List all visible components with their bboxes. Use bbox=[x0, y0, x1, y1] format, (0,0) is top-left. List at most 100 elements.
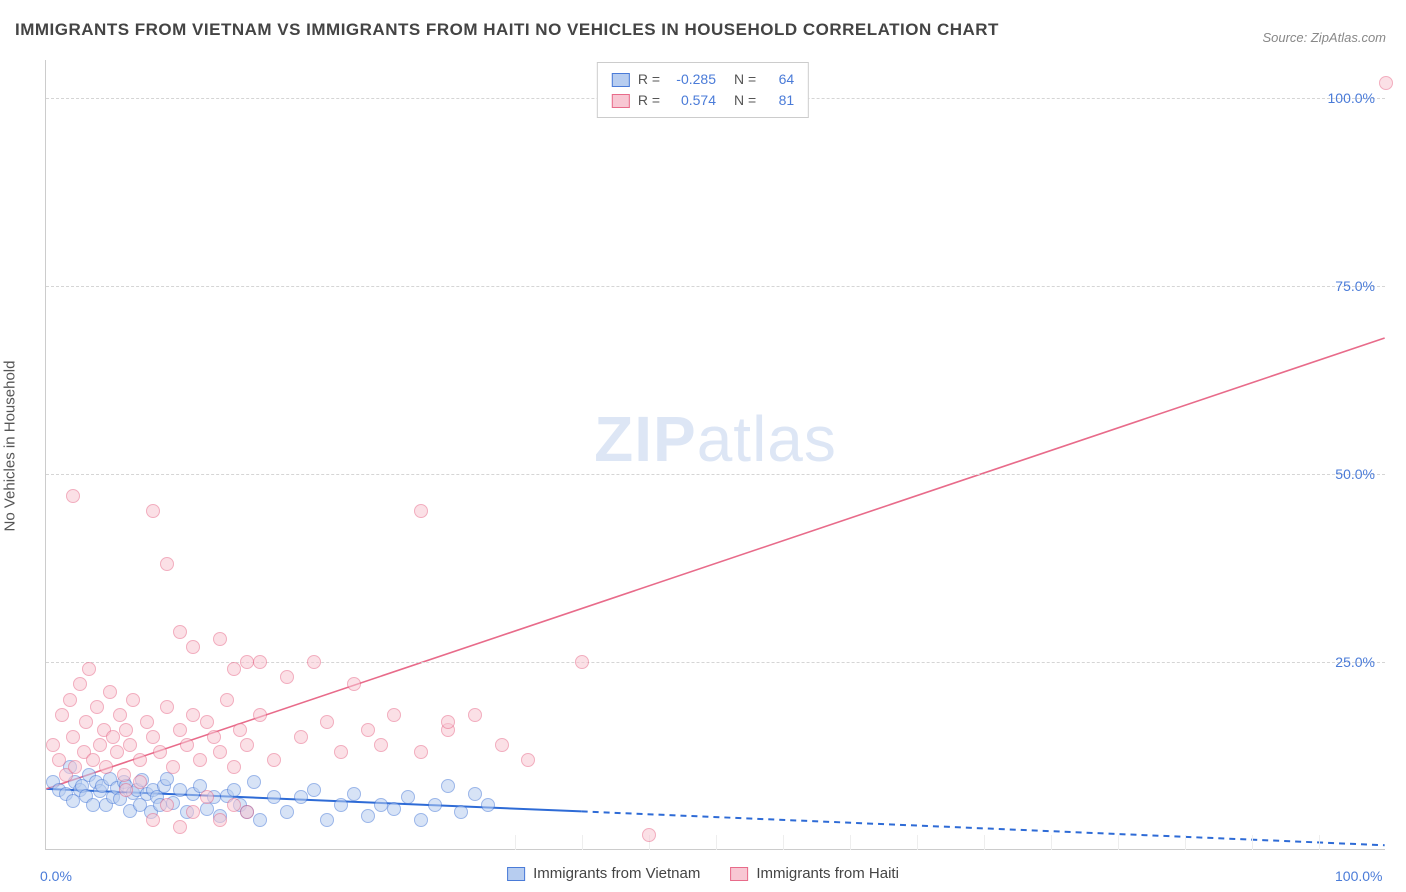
data-point bbox=[160, 700, 174, 714]
r-label: R = bbox=[638, 90, 660, 111]
n-label: N = bbox=[734, 69, 756, 90]
legend-label: Immigrants from Haiti bbox=[756, 865, 899, 882]
legend-item: Immigrants from Vietnam bbox=[507, 865, 700, 882]
data-point bbox=[93, 738, 107, 752]
watermark-light: atlas bbox=[697, 403, 837, 475]
data-point bbox=[146, 504, 160, 518]
data-point bbox=[387, 802, 401, 816]
data-point bbox=[240, 738, 254, 752]
data-point bbox=[347, 787, 361, 801]
data-point bbox=[52, 753, 66, 767]
data-point bbox=[99, 760, 113, 774]
data-point bbox=[186, 640, 200, 654]
data-point bbox=[140, 715, 154, 729]
data-point bbox=[113, 708, 127, 722]
data-point bbox=[186, 708, 200, 722]
series-legend: Immigrants from Vietnam Immigrants from H… bbox=[507, 865, 899, 882]
data-point bbox=[166, 760, 180, 774]
data-point bbox=[66, 730, 80, 744]
data-point bbox=[468, 787, 482, 801]
watermark: ZIPatlas bbox=[594, 402, 837, 476]
trend-line bbox=[46, 338, 1384, 789]
data-point bbox=[334, 745, 348, 759]
data-point bbox=[220, 693, 234, 707]
legend-swatch bbox=[730, 867, 748, 881]
data-point bbox=[294, 730, 308, 744]
data-point bbox=[642, 828, 656, 842]
legend-swatch bbox=[612, 73, 630, 87]
data-point bbox=[82, 662, 96, 676]
legend-swatch bbox=[612, 94, 630, 108]
data-point bbox=[86, 798, 100, 812]
y-tick-label: 75.0% bbox=[1335, 278, 1375, 294]
n-value: 81 bbox=[764, 90, 794, 111]
data-point bbox=[575, 655, 589, 669]
legend-swatch bbox=[507, 867, 525, 881]
data-point bbox=[441, 715, 455, 729]
data-point bbox=[280, 670, 294, 684]
gridline-h bbox=[46, 286, 1385, 287]
chart-title: IMMIGRANTS FROM VIETNAM VS IMMIGRANTS FR… bbox=[15, 20, 999, 40]
data-point bbox=[414, 745, 428, 759]
correlation-legend: R =-0.285N =64R = 0.574 N = 81 bbox=[597, 62, 809, 118]
data-point bbox=[267, 753, 281, 767]
source-attribution: Source: ZipAtlas.com bbox=[1262, 30, 1386, 45]
data-point bbox=[73, 677, 87, 691]
data-point bbox=[133, 775, 147, 789]
legend-row: R =-0.285N =64 bbox=[612, 69, 794, 90]
gridline-v bbox=[984, 835, 985, 850]
data-point bbox=[253, 708, 267, 722]
data-point bbox=[414, 813, 428, 827]
watermark-bold: ZIP bbox=[594, 403, 697, 475]
y-tick-label: 25.0% bbox=[1335, 654, 1375, 670]
data-point bbox=[160, 557, 174, 571]
data-point bbox=[240, 655, 254, 669]
data-point bbox=[253, 813, 267, 827]
data-point bbox=[240, 805, 254, 819]
data-point bbox=[481, 798, 495, 812]
data-point bbox=[213, 745, 227, 759]
data-point bbox=[86, 753, 100, 767]
data-point bbox=[173, 625, 187, 639]
data-point bbox=[146, 730, 160, 744]
gridline-v bbox=[917, 835, 918, 850]
data-point bbox=[55, 708, 69, 722]
data-point bbox=[387, 708, 401, 722]
gridline-v bbox=[850, 835, 851, 850]
data-point bbox=[173, 783, 187, 797]
data-point bbox=[233, 723, 247, 737]
data-point bbox=[153, 745, 167, 759]
data-point bbox=[280, 805, 294, 819]
data-point bbox=[160, 798, 174, 812]
data-point bbox=[227, 760, 241, 774]
data-point bbox=[119, 783, 133, 797]
data-point bbox=[414, 504, 428, 518]
data-point bbox=[66, 489, 80, 503]
data-point bbox=[320, 715, 334, 729]
gridline-v bbox=[1185, 835, 1186, 850]
data-point bbox=[213, 813, 227, 827]
data-point bbox=[454, 805, 468, 819]
data-point bbox=[307, 783, 321, 797]
data-point bbox=[119, 723, 133, 737]
r-value: 0.574 bbox=[668, 90, 716, 111]
data-point bbox=[227, 662, 241, 676]
data-point bbox=[441, 779, 455, 793]
data-point bbox=[227, 783, 241, 797]
y-tick-label: 50.0% bbox=[1335, 466, 1375, 482]
data-point bbox=[193, 753, 207, 767]
data-point bbox=[227, 798, 241, 812]
data-point bbox=[110, 745, 124, 759]
gridline-v bbox=[1051, 835, 1052, 850]
data-point bbox=[247, 775, 261, 789]
data-point bbox=[347, 677, 361, 691]
data-point bbox=[200, 790, 214, 804]
data-point bbox=[63, 693, 77, 707]
data-point bbox=[146, 813, 160, 827]
data-point bbox=[126, 693, 140, 707]
gridline-v bbox=[582, 835, 583, 850]
data-point bbox=[123, 738, 137, 752]
legend-row: R =0.574N =81 bbox=[612, 90, 794, 111]
data-point bbox=[521, 753, 535, 767]
data-point bbox=[1379, 76, 1393, 90]
